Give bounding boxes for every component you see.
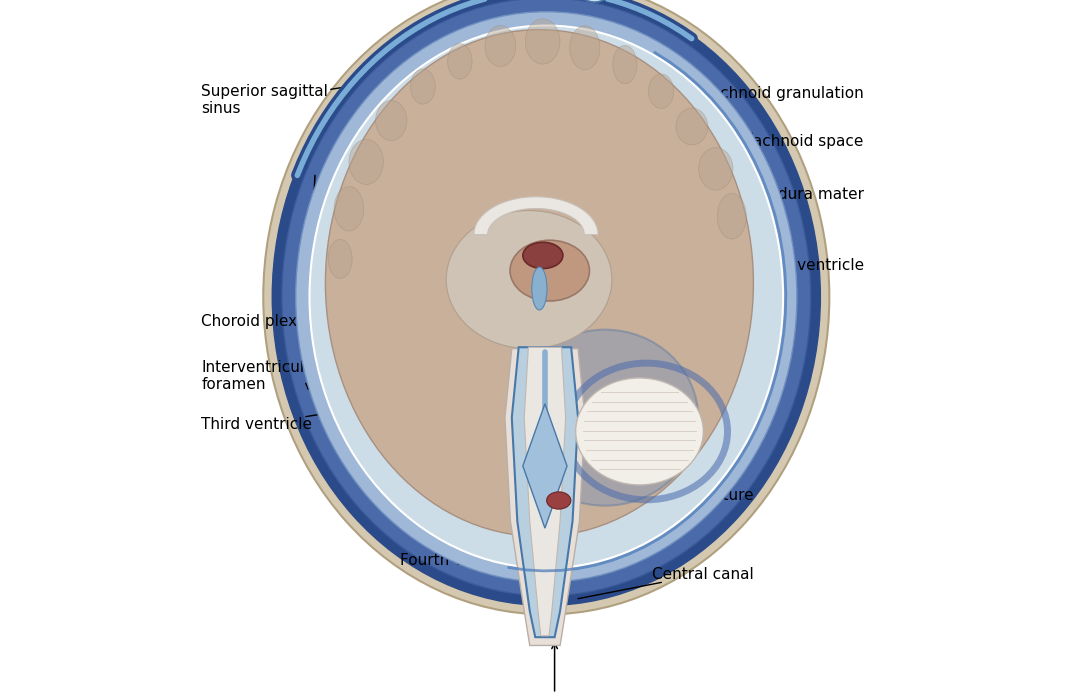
- Ellipse shape: [349, 139, 383, 184]
- Ellipse shape: [649, 74, 674, 109]
- Polygon shape: [524, 347, 566, 635]
- Text: Meningeal dura mater: Meningeal dura mater: [694, 175, 864, 202]
- Ellipse shape: [510, 240, 589, 301]
- Ellipse shape: [531, 267, 547, 310]
- Ellipse shape: [326, 30, 753, 536]
- Text: Interventricular
foramen: Interventricular foramen: [201, 360, 381, 392]
- Text: Subarachnoid space: Subarachnoid space: [708, 126, 864, 149]
- Ellipse shape: [282, 0, 810, 596]
- Ellipse shape: [612, 45, 637, 84]
- Text: Fourth ventricle: Fourth ventricle: [400, 518, 521, 568]
- Ellipse shape: [334, 186, 363, 231]
- Ellipse shape: [328, 239, 353, 279]
- Text: Right lateral ventricle: Right lateral ventricle: [698, 258, 864, 281]
- Text: Third ventricle: Third ventricle: [201, 406, 370, 432]
- Ellipse shape: [376, 100, 407, 141]
- Ellipse shape: [447, 44, 472, 79]
- Ellipse shape: [718, 193, 747, 239]
- Text: Cerebral aqueduct: Cerebral aqueduct: [400, 423, 542, 485]
- Ellipse shape: [699, 148, 733, 190]
- Ellipse shape: [446, 211, 612, 349]
- Polygon shape: [523, 404, 567, 528]
- Text: Choroid plexus: Choroid plexus: [201, 313, 389, 328]
- Ellipse shape: [523, 243, 563, 269]
- Text: Superior sagittal
sinus: Superior sagittal sinus: [201, 84, 347, 116]
- Ellipse shape: [576, 378, 703, 485]
- Text: Median aperture: Median aperture: [627, 476, 753, 503]
- Polygon shape: [512, 347, 578, 637]
- Ellipse shape: [410, 69, 436, 104]
- Polygon shape: [505, 349, 585, 645]
- Ellipse shape: [512, 330, 699, 506]
- Polygon shape: [474, 197, 599, 235]
- Ellipse shape: [485, 26, 515, 67]
- Ellipse shape: [296, 12, 797, 582]
- Text: Lateral aperture: Lateral aperture: [400, 487, 524, 527]
- Ellipse shape: [310, 26, 783, 568]
- Ellipse shape: [273, 0, 820, 606]
- Ellipse shape: [546, 492, 571, 509]
- Text: Central canal: Central canal: [578, 567, 753, 599]
- Text: Arachnoid granulation: Arachnoid granulation: [694, 85, 864, 100]
- Ellipse shape: [676, 108, 708, 145]
- Ellipse shape: [580, 0, 609, 2]
- Ellipse shape: [525, 19, 560, 64]
- Ellipse shape: [570, 26, 600, 70]
- Ellipse shape: [263, 0, 830, 615]
